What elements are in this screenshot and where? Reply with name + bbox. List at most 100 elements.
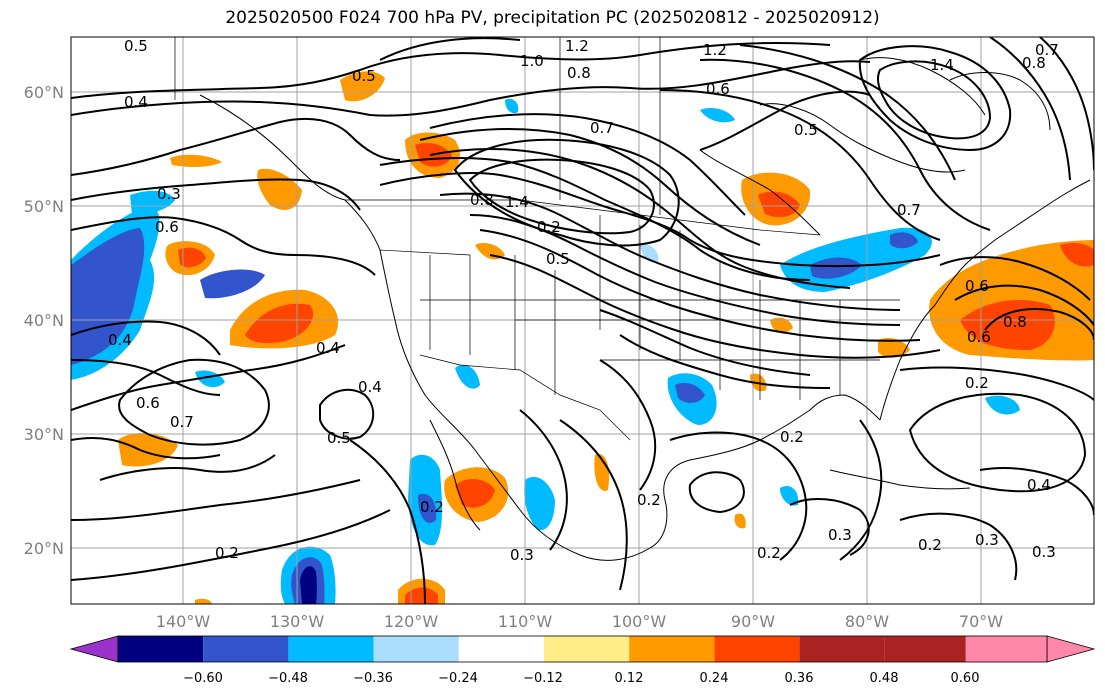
contour-label: 0.3: [1032, 543, 1056, 561]
colorbar-tick-label: 0.12: [615, 671, 644, 686]
colorbar-segment: [458, 636, 544, 662]
colorbar-segment: [373, 636, 459, 662]
contour-label: 0.5: [124, 37, 148, 55]
colorbar-tick-label: 0.24: [700, 671, 729, 686]
contour-label: 0.6: [155, 218, 179, 236]
contour-label: 0.8: [567, 64, 591, 82]
precip-negative-area: [985, 395, 1020, 415]
contour-label: 0.2: [780, 428, 804, 446]
contour-label: 0.6: [136, 394, 160, 412]
precip-positive-area: [245, 303, 314, 344]
contour-label: 0.5: [352, 67, 376, 85]
contour-label: 0.4: [358, 378, 382, 396]
precip-negative-area: [418, 493, 437, 523]
colorbar-tick-label: −0.60: [183, 671, 223, 686]
lat-label-50n: 50°N: [24, 197, 64, 216]
colorbar-segment: [714, 636, 800, 662]
map-frame: [70, 36, 1095, 605]
contour-label: 0.3: [157, 185, 181, 203]
contour-label: 1.0: [520, 52, 544, 70]
colorbar-segment: [288, 636, 374, 662]
precip-positive-area: [118, 433, 178, 467]
colorbar-segment: [203, 636, 289, 662]
colorbar-tick-label: −0.12: [523, 671, 563, 686]
colorbar-tick-label: −0.24: [438, 671, 478, 686]
colorbar-tick-label: 0.36: [785, 671, 814, 686]
contour-label: 0.8: [470, 191, 494, 209]
contour-label: 0.7: [170, 413, 194, 431]
map-title: 2025020500 F024 700 hPa PV, precipitatio…: [225, 8, 880, 28]
contour-label: 0.6: [965, 277, 989, 295]
colorbar-tick-label: 0.48: [870, 671, 899, 686]
lon-label-140w: 140°W: [156, 612, 211, 631]
contour-label: 0.5: [794, 121, 818, 139]
colorbar-segment: [799, 636, 885, 662]
contour-label: 0.5: [546, 250, 570, 268]
precip-positive-area: [340, 71, 385, 102]
contour-label: 1.4: [505, 193, 529, 211]
precip-positive-area: [455, 478, 495, 508]
contour-label: 0.6: [706, 80, 730, 98]
precip-positive-area: [734, 513, 746, 529]
precip-negative-area: [71, 228, 145, 365]
lat-label-20n: 20°N: [24, 539, 64, 558]
colorbar: −0.60 −0.48 −0.36 −0.24 −0.12 0.12 0.24 …: [69, 635, 1096, 686]
colorbar-frame: [117, 635, 1048, 663]
lon-label-120w: 120°W: [384, 612, 439, 631]
precip-positive-area: [1060, 242, 1094, 267]
contour-label: 0.3: [975, 531, 999, 549]
precip-negative-area: [130, 190, 175, 215]
precip-negative-area: [455, 364, 480, 389]
lon-label-100w: 100°W: [612, 612, 667, 631]
precip-positive-area: [878, 338, 910, 358]
lon-label-130w: 130°W: [270, 612, 325, 631]
contour-label: 0.5: [327, 429, 351, 447]
map-content: 0.5 1.2 1.2 0.7 0.8 1.0 0.8 0.4 0.5 0.6 …: [71, 37, 1094, 604]
colorbar-max-extension: [1046, 635, 1096, 663]
contour-label: 0.7: [1035, 41, 1059, 59]
precip-negative-area: [640, 244, 659, 263]
colorbar-segment: [884, 636, 966, 662]
contour-label: 0.3: [510, 546, 534, 564]
contour-labels: 0.5 1.2 1.2 0.7 0.8 1.0 0.8 0.4 0.5 0.6 …: [108, 37, 1059, 564]
colorbar-tick-label: −0.36: [353, 671, 393, 686]
contour-label: 0.4: [124, 93, 148, 111]
contour-label: 1.4: [930, 56, 954, 74]
contour-label: 0.4: [1027, 476, 1051, 494]
contour-label: 0.4: [108, 331, 132, 349]
colorbar-min-extension: [69, 635, 119, 663]
precip-negative-area: [810, 257, 862, 279]
precip-negative-area: [780, 485, 799, 506]
contour-label: 0.4: [316, 339, 340, 357]
contour-label: 0.3: [828, 526, 852, 544]
lon-label-90w: 90°W: [731, 612, 775, 631]
precip-negative-area: [890, 232, 918, 249]
contour-label: 0.2: [637, 491, 661, 509]
precip-positive-area: [405, 587, 438, 604]
colorbar-tick-label: −0.48: [268, 671, 308, 686]
colorbar-segment: [965, 636, 1047, 662]
contour-label: 1.2: [703, 41, 727, 59]
contour-label: 0.2: [537, 218, 561, 236]
contour-label: 1.2: [565, 37, 589, 55]
precip-negative-area: [524, 476, 555, 531]
colorbar-ticks: −0.60 −0.48 −0.36 −0.24 −0.12 0.12 0.24 …: [183, 671, 979, 686]
contour-label: 0.8: [1022, 54, 1046, 72]
contour-label: 0.7: [590, 119, 614, 137]
precip-positive-area: [178, 247, 206, 268]
contour-label: 0.2: [918, 536, 942, 554]
lon-label-80w: 80°W: [845, 612, 889, 631]
pv-contours: [71, 37, 1094, 604]
colorbar-segment: [544, 636, 630, 662]
contour-label: 0.2: [215, 544, 239, 562]
lat-label-60n: 60°N: [24, 83, 64, 102]
precip-positive-area: [960, 300, 1055, 350]
lat-label-30n: 30°N: [24, 425, 64, 444]
longitude-axis: 140°W 130°W 120°W 110°W 100°W 90°W 80°W …: [156, 612, 1003, 631]
precip-positive-area: [475, 243, 505, 260]
precip-positive-area: [758, 191, 800, 218]
latitude-axis: 60°N 50°N 40°N 30°N 20°N: [24, 83, 64, 558]
contour-label: 0.2: [965, 374, 989, 392]
precip-negative-area: [505, 98, 519, 114]
